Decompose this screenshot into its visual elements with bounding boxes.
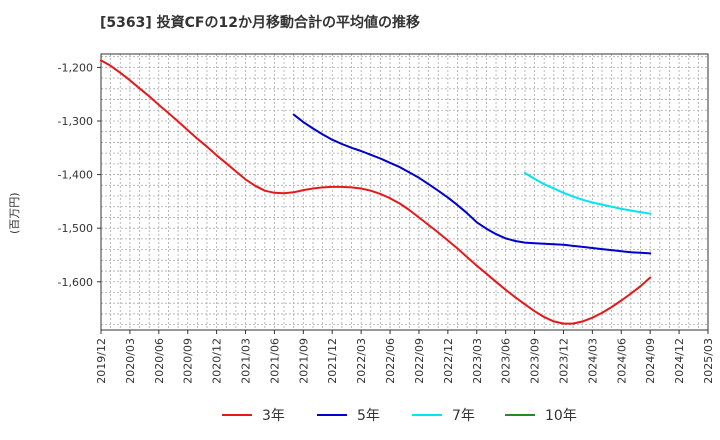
x-tick-label: 2025/03 — [702, 338, 715, 384]
y-tick-label: -1,500 — [58, 222, 93, 235]
x-tick-label: 2024/06 — [615, 338, 628, 384]
x-tick-label: 2023/09 — [529, 338, 542, 384]
x-tick-label: 2023/06 — [500, 338, 513, 384]
series-lines — [100, 59, 652, 325]
x-tick-label: 2024/03 — [586, 338, 599, 384]
x-tick-label: 2020/03 — [124, 338, 137, 384]
x-tick-label: 2021/09 — [297, 338, 310, 384]
legend-swatch — [505, 414, 535, 416]
legend-item: 3年 — [222, 405, 285, 425]
x-tick-label: 2022/12 — [442, 338, 455, 384]
legend-label: 7年 — [452, 408, 475, 424]
x-tick-label: 2022/09 — [413, 338, 426, 384]
series-line-5年 — [292, 113, 652, 255]
legend-swatch — [222, 414, 252, 416]
chart-title: [5363] 投資CFの12か月移動合計の平均値の推移 — [100, 15, 420, 31]
plot-frame — [100, 53, 709, 331]
x-tick-label: 2021/12 — [326, 338, 339, 384]
x-tick-label: 2024/09 — [644, 338, 657, 384]
line-chart: -1,200-1,300-1,400-1,500-1,600 2019/12 20… — [58, 53, 715, 384]
y-tick-label: -1,200 — [58, 61, 93, 74]
x-tick-label: 2020/06 — [153, 338, 166, 384]
grid-lines — [101, 54, 708, 330]
legend-label: 10年 — [545, 408, 577, 424]
x-tick-label: 2021/03 — [240, 338, 253, 384]
series-line-3年 — [100, 59, 652, 325]
legend-swatch — [412, 414, 442, 416]
x-tick-label: 2022/06 — [384, 338, 397, 384]
x-tick-label: 2024/12 — [673, 338, 686, 384]
legend-item: 5年 — [317, 405, 380, 425]
x-tick-label: 2022/03 — [355, 338, 368, 384]
legend-label: 3年 — [262, 408, 285, 424]
legend-item: 7年 — [412, 405, 475, 425]
series-line-7年 — [523, 172, 652, 215]
legend-label: 5年 — [357, 408, 380, 424]
x-tick-label: 2023/12 — [557, 338, 570, 384]
y-tick-label: -1,400 — [58, 169, 93, 182]
x-tick-label: 2023/03 — [471, 338, 484, 384]
x-tick-label: 2019/12 — [95, 338, 108, 384]
x-axis-ticks: 2019/12 2020/03 2020/06 2020/09 2020/12 2021/… — [95, 330, 715, 384]
x-tick-label: 2020/09 — [182, 338, 195, 384]
y-tick-label: -1,600 — [58, 276, 93, 289]
legend-swatch — [317, 414, 347, 416]
x-tick-label: 2021/06 — [268, 338, 281, 384]
y-tick-label: -1,300 — [58, 115, 93, 128]
x-tick-label: 2020/12 — [211, 338, 224, 384]
y-axis-ticks: -1,200 -1,300 -1,400 -1,500 -1,600 — [58, 61, 101, 289]
legend: 3年 5年 7年 10年 — [0, 405, 720, 425]
legend-item: 10年 — [505, 405, 577, 425]
